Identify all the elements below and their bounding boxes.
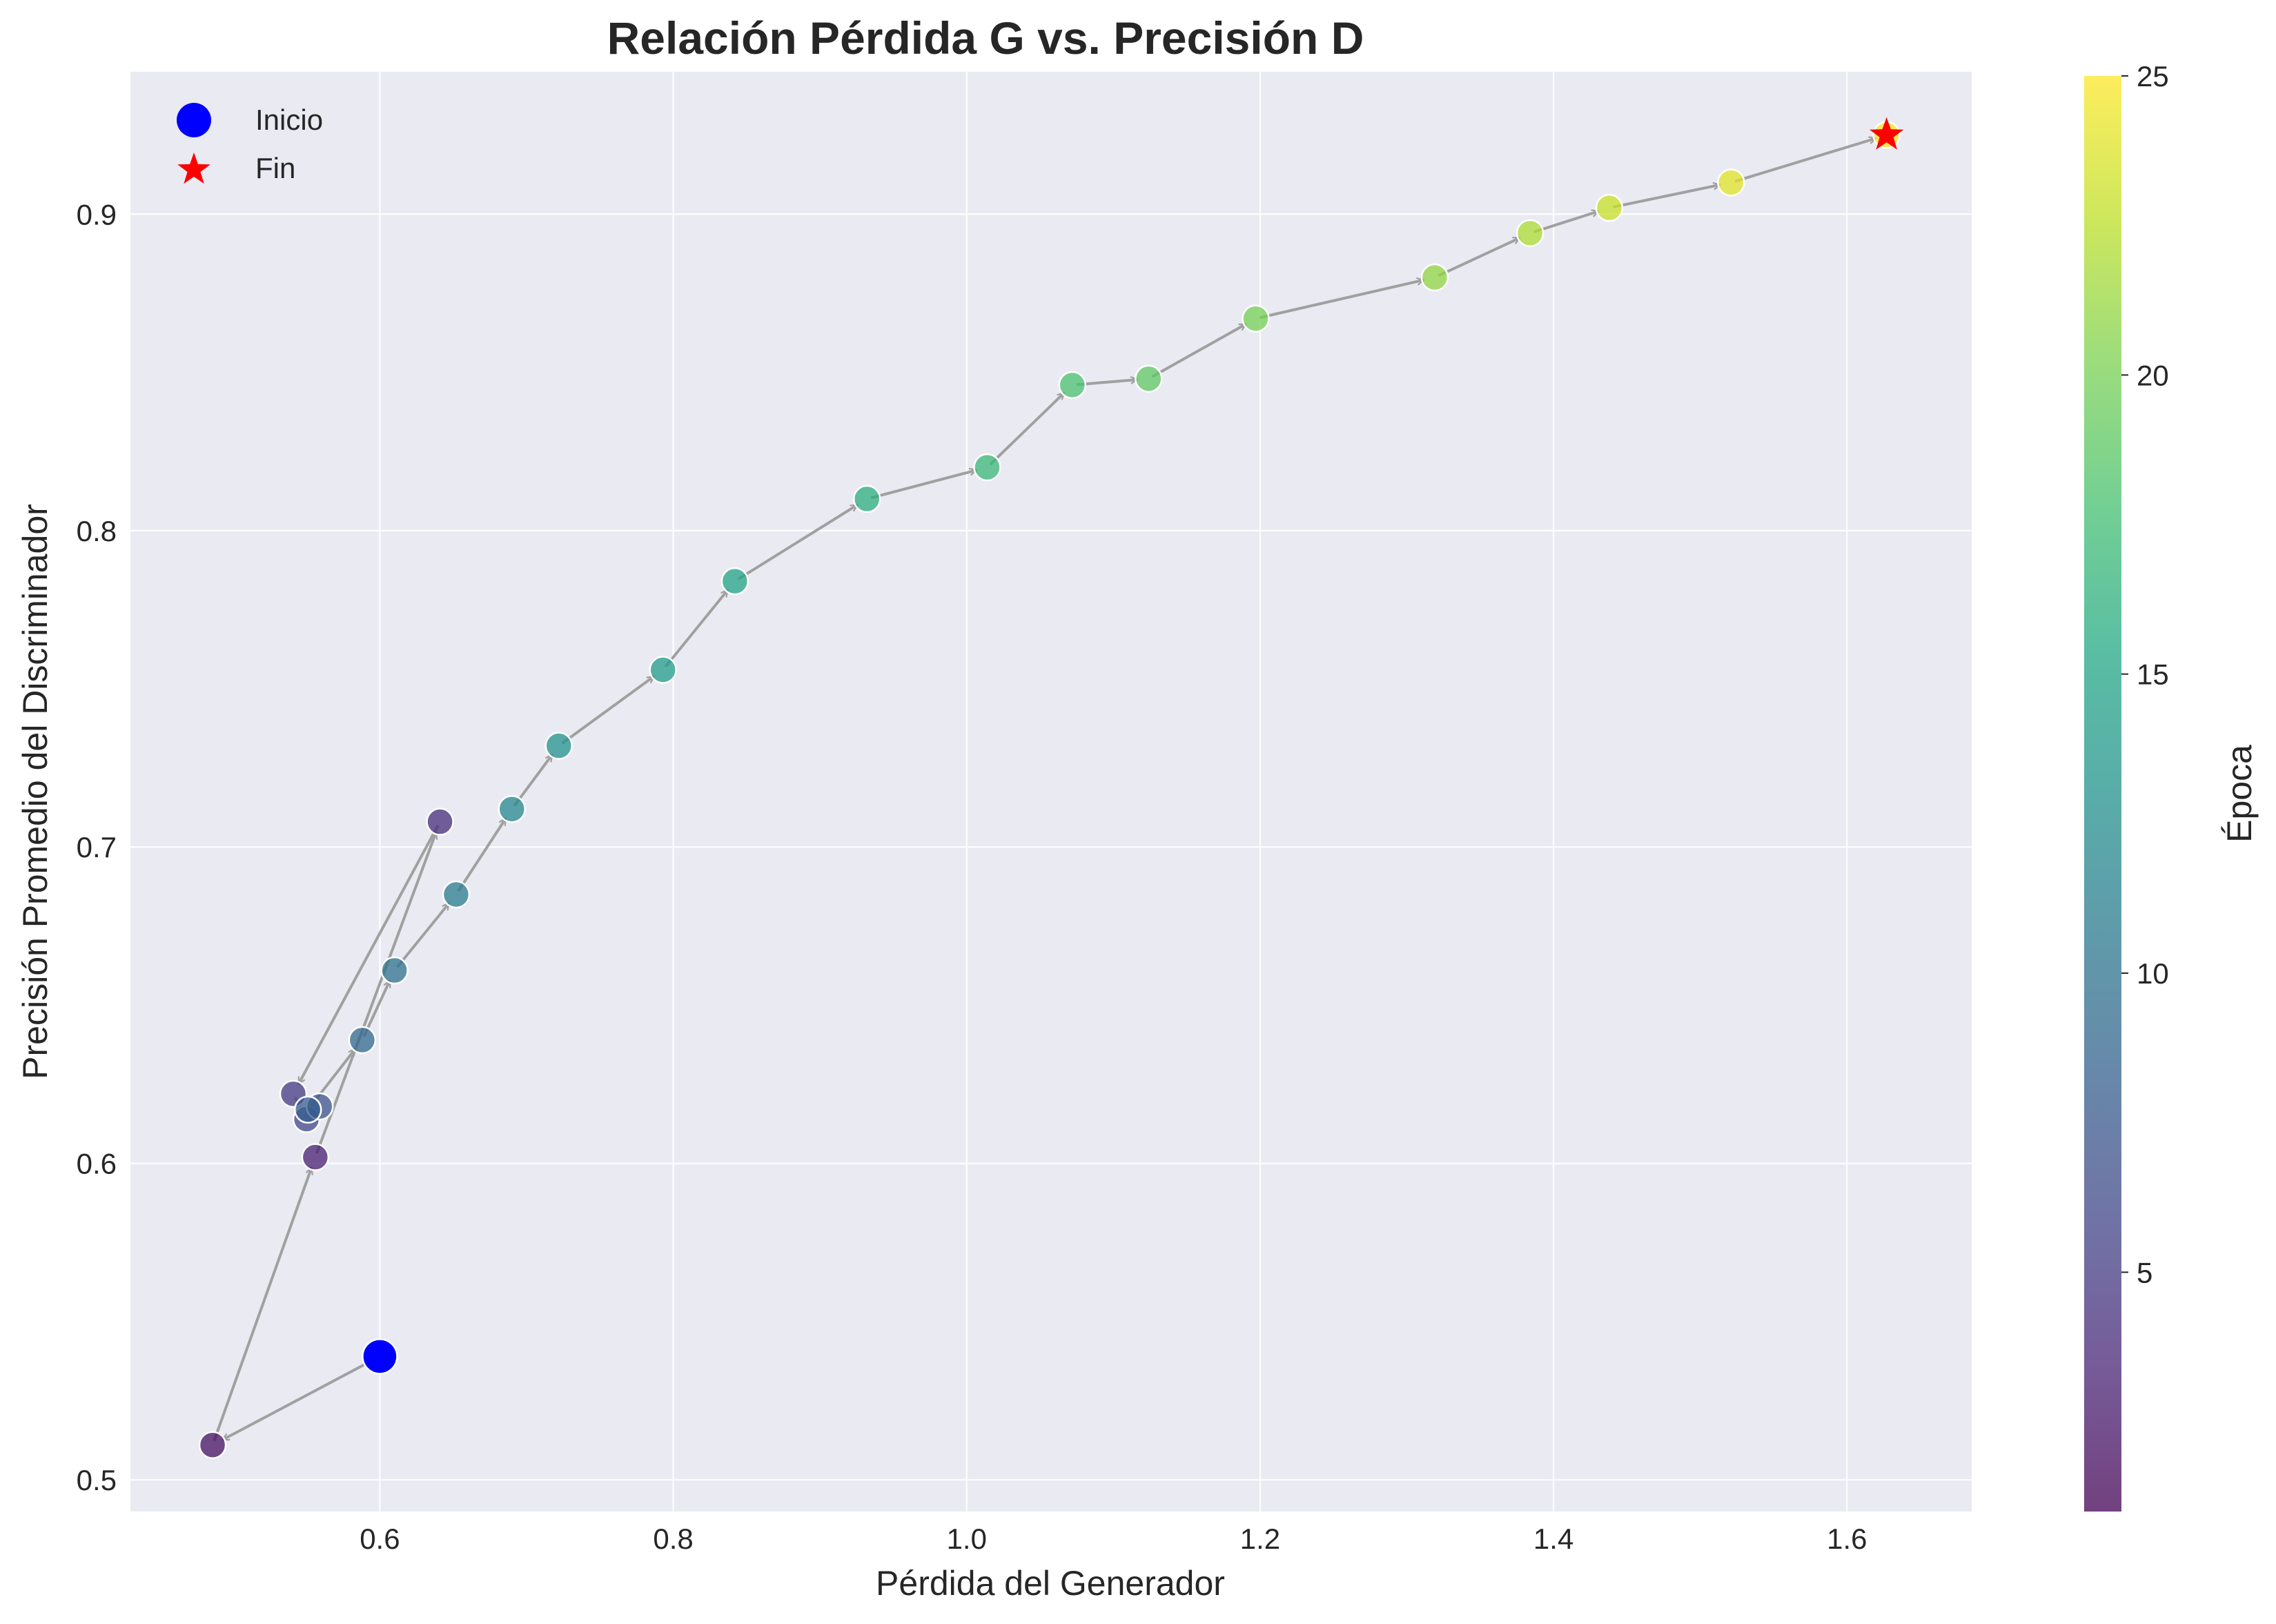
data-point — [442, 880, 471, 909]
colorbar-ticks: 5 10 15 20 25 — [2121, 60, 2169, 1289]
data-point — [852, 485, 881, 513]
x-tick-label: 1.2 — [1240, 1523, 1280, 1555]
y-tick-label: 0.5 — [77, 1464, 117, 1496]
x-tick-label: 0.8 — [653, 1523, 693, 1555]
data-points — [198, 117, 1904, 1459]
x-tick-label: 1.6 — [1827, 1523, 1867, 1555]
colorbar-bar — [2084, 76, 2121, 1512]
trajectory-arrow — [1151, 322, 1246, 378]
y-axis-ticks: 0.5 0.6 0.7 0.8 0.9 — [77, 198, 117, 1496]
data-point — [720, 567, 749, 596]
colorbar: 5 10 15 20 25 Época — [2084, 60, 2259, 1512]
colorbar-label: Época — [2220, 745, 2259, 843]
data-point — [1135, 364, 1163, 393]
data-point — [380, 956, 409, 985]
trajectory-arrow — [213, 1168, 311, 1442]
data-point — [198, 1431, 227, 1459]
trajectory-arrow — [737, 503, 858, 580]
start-marker — [362, 1338, 398, 1375]
trajectory-arrow — [561, 675, 654, 745]
legend-start-marker — [177, 103, 211, 137]
legend-end-label: Fin — [255, 152, 295, 184]
legend-start-label: Inicio — [255, 104, 323, 136]
x-tick-label: 1.4 — [1533, 1523, 1573, 1555]
data-point — [293, 1095, 322, 1124]
data-point — [1420, 263, 1449, 292]
plot-area — [130, 72, 1972, 1512]
chart-title: Relación Pérdida G vs. Precisión D — [607, 12, 1364, 63]
trajectory-arrow — [297, 824, 440, 1084]
trajectory-arrow — [1259, 280, 1424, 320]
trajectory-arrow — [315, 832, 436, 1154]
colorbar-tick-label: 25 — [2137, 60, 2169, 92]
colorbar-tick-label: 5 — [2137, 1256, 2152, 1289]
trajectory-arrow — [1613, 185, 1720, 208]
x-tick-label: 0.6 — [360, 1523, 400, 1555]
data-point — [348, 1026, 377, 1055]
grid — [130, 72, 1972, 1512]
trajectory-arrow — [457, 819, 507, 892]
colorbar-tick-label: 10 — [2137, 957, 2169, 990]
trajectory-arrows — [213, 138, 1876, 1442]
trajectory-arrow — [222, 1357, 377, 1442]
colorbar-tick-label: 15 — [2137, 658, 2169, 691]
y-tick-label: 0.6 — [77, 1148, 117, 1180]
data-point — [1242, 304, 1270, 333]
legend: Inicio Fin — [177, 103, 323, 184]
data-point — [649, 656, 677, 684]
y-tick-label: 0.9 — [77, 198, 117, 231]
end-marker — [1870, 117, 1904, 150]
y-tick-label: 0.8 — [77, 515, 117, 547]
trajectory-arrow — [989, 393, 1064, 466]
trajectory-arrow — [1734, 138, 1876, 183]
x-axis-ticks: 0.6 0.8 1.0 1.2 1.4 1.6 — [360, 1523, 1867, 1555]
data-point — [1717, 168, 1745, 197]
trajectory-arrow — [664, 590, 729, 668]
trajectory-arrow — [1533, 211, 1599, 233]
data-point — [973, 453, 1001, 482]
data-point — [1595, 193, 1624, 222]
x-axis-label: Pérdida del Generador — [876, 1564, 1225, 1603]
trajectory-arrow — [1438, 236, 1520, 277]
x-tick-label: 1.0 — [947, 1523, 987, 1555]
data-point — [426, 808, 454, 836]
colorbar-tick-label: 20 — [2137, 359, 2169, 391]
data-point — [1058, 371, 1087, 400]
data-point — [1515, 219, 1544, 248]
data-point — [301, 1143, 330, 1171]
trajectory-arrow — [1076, 380, 1138, 387]
trajectory-arrow — [870, 470, 977, 500]
legend-end-marker — [177, 153, 210, 184]
data-point — [498, 794, 526, 823]
trajectory-arrow — [362, 981, 391, 1037]
trajectory-arrow — [513, 754, 553, 807]
trajectory-arrow — [395, 903, 451, 968]
y-axis-label: Precisión Promedio del Discriminador — [16, 504, 55, 1079]
y-tick-label: 0.7 — [77, 831, 117, 863]
data-point — [545, 732, 573, 760]
